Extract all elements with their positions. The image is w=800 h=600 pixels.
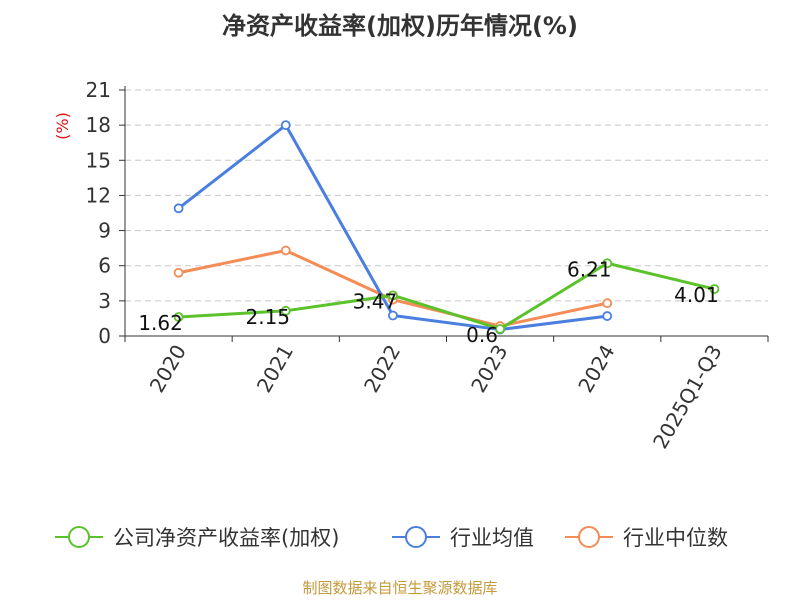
y-tick-label: 18 — [86, 113, 111, 137]
data-point — [280, 120, 291, 131]
data-labels: 1.62 2.15 3.47 0.6 6.21 4.01 — [138, 257, 718, 347]
x-tick-label: 2022 — [359, 341, 405, 397]
y-tick-label: 0 — [98, 324, 111, 348]
y-tick-label: 3 — [98, 289, 111, 313]
y-tick-label: 21 — [86, 78, 111, 102]
y-tick-labels: 0 3 6 9 12 15 18 21 — [86, 78, 111, 348]
y-tick-label: 9 — [98, 219, 111, 243]
data-point — [388, 290, 398, 301]
data-label: 2.15 — [245, 305, 290, 329]
legend-marker — [405, 526, 427, 548]
data-point — [602, 258, 613, 269]
y-axis-unit: (%) — [53, 112, 72, 140]
x-tick-label: 2024 — [573, 341, 619, 397]
x-tick-label: 2025Q1-Q3 — [648, 341, 727, 453]
legend: 公司净资产收益率(加权) 行业均值 行业中位数 — [55, 526, 728, 550]
data-point — [709, 284, 720, 294]
data-label: 1.62 — [138, 311, 183, 335]
series-lines — [173, 120, 720, 335]
x-tick-labels: 2020 2021 2022 2023 2024 2025Q1-Q3 — [145, 341, 727, 453]
data-point — [495, 324, 505, 334]
legend-label: 行业均值 — [450, 526, 534, 550]
legend-marker — [68, 526, 90, 548]
y-tick-label: 6 — [98, 254, 111, 278]
legend-marker — [578, 526, 600, 548]
data-point — [280, 305, 291, 316]
x-tick-label: 2023 — [466, 341, 512, 397]
series-line — [178, 261, 715, 331]
x-tick-label: 2021 — [252, 341, 298, 397]
y-tick-label: 12 — [86, 183, 111, 207]
data-point — [602, 311, 613, 321]
data-label: 0.6 — [466, 323, 498, 347]
data-point — [388, 310, 398, 321]
data-label: 6.21 — [567, 257, 612, 281]
grid-lines — [125, 89, 768, 302]
data-point — [173, 203, 184, 214]
source-footer: 制图数据来自恒生聚源数据库 — [302, 579, 498, 597]
data-point — [173, 267, 184, 278]
data-label: 4.01 — [674, 283, 719, 307]
data-label: 3.47 — [353, 289, 398, 313]
data-point — [280, 245, 291, 256]
chart-title: 净资产收益率(加权)历年情况(%) — [222, 12, 578, 40]
axes — [119, 86, 769, 342]
x-tick-label: 2020 — [145, 341, 191, 397]
y-tick-label: 15 — [86, 148, 111, 172]
legend-label: 公司净资产收益率(加权) — [113, 526, 339, 550]
data-point — [173, 312, 184, 322]
legend-label: 行业中位数 — [623, 526, 728, 550]
data-point — [602, 298, 613, 309]
